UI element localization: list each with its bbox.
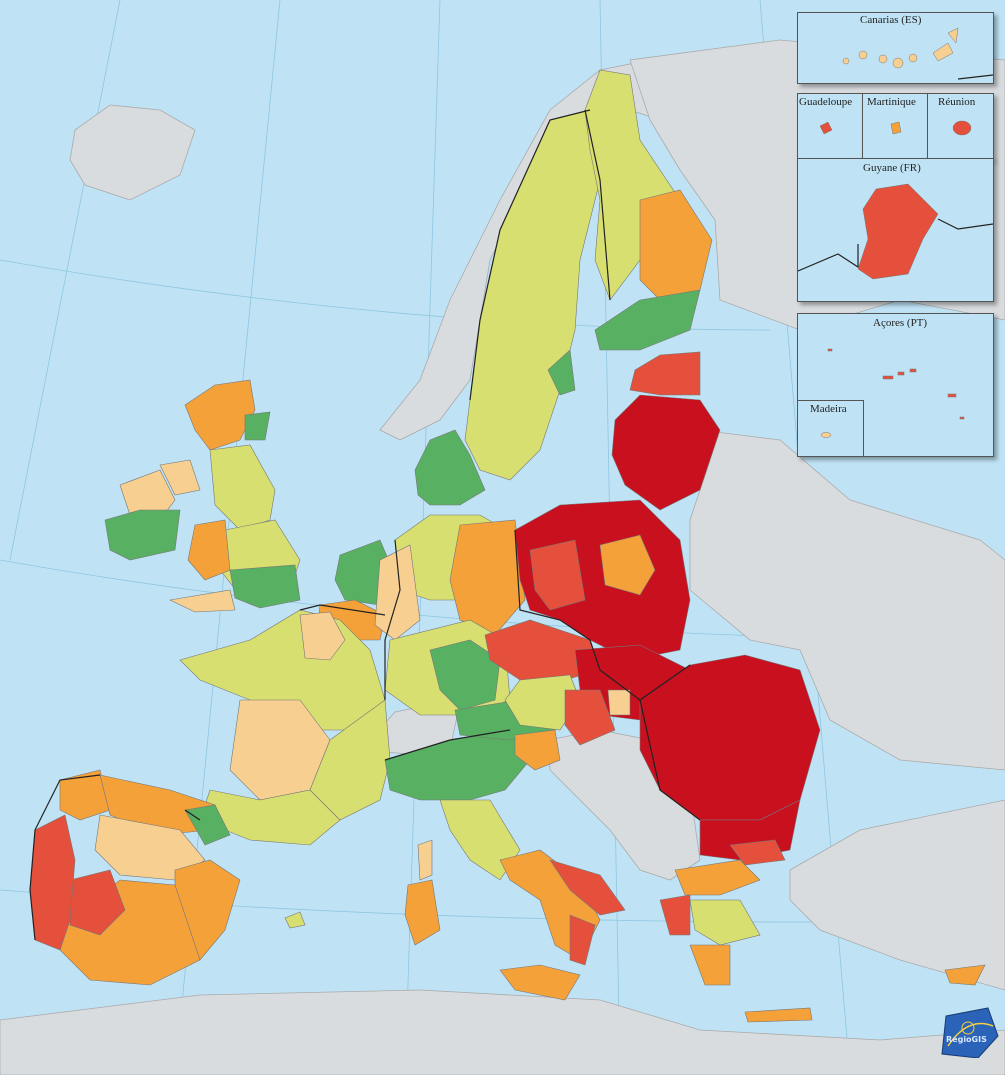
region-baltic: [611, 394, 721, 511]
turkey: [789, 799, 1005, 991]
region-spain-catalonia: [184, 804, 231, 846]
region-budapest: [607, 689, 631, 716]
region-calabria: [569, 914, 596, 966]
region-bulgaria-south: [729, 839, 786, 866]
region-cyprus: [944, 964, 986, 986]
regiogis-logo: [941, 1007, 999, 1058]
inset-label-guyane: Guyane (FR): [863, 162, 921, 174]
region-sardinia: [404, 879, 441, 946]
region-germany-bavaria: [429, 639, 501, 711]
region-denmark: [414, 429, 486, 506]
inset-label-acores: Açores (PT): [873, 317, 928, 329]
north-africa: [0, 989, 1005, 1075]
inset-guyane: Guyane (FR): [797, 158, 994, 302]
inset-guadeloupe: Guadeloupe: [797, 93, 864, 160]
iceland: [69, 104, 196, 201]
region-greece-centre: [689, 899, 761, 946]
inset-label-martinique: Martinique: [867, 96, 916, 108]
region-scotland-east: [244, 411, 271, 441]
region-england-north: [209, 444, 276, 531]
region-crete: [744, 1007, 813, 1023]
region-peloponnese: [689, 944, 731, 986]
logo-text: RegioGIS: [946, 1035, 987, 1044]
eu-regions: [29, 69, 986, 1023]
belarus-ukraine-east: [689, 429, 1005, 771]
region-greece-west: [659, 894, 691, 936]
region-england-south: [229, 564, 301, 609]
national-borders: [29, 109, 701, 941]
region-corsica: [417, 839, 433, 881]
region-cornwall: [169, 589, 236, 613]
region-ireland: [104, 509, 181, 561]
region-poland-west: [529, 539, 586, 611]
region-hungary-west: [564, 689, 616, 746]
region-finland-east: [639, 189, 713, 311]
region-slovenia-croatia: [514, 729, 561, 771]
inset-martinique: Martinique: [862, 93, 929, 160]
inset-label-madeira: Madeira: [810, 403, 847, 415]
inset-label-canarias: Canarias (ES): [860, 14, 922, 26]
inset-reunion: Réunion: [927, 93, 994, 160]
inset-label-guadeloupe: Guadeloupe: [799, 96, 853, 108]
region-northern-ireland: [159, 459, 201, 496]
inset-canarias: Canarias (ES): [797, 12, 994, 84]
region-italy-puglia: [549, 859, 626, 916]
region-germany-east: [449, 519, 526, 636]
switzerland: [371, 704, 459, 756]
inset-madeira: Madeira: [797, 400, 864, 457]
region-balearics: [284, 911, 306, 929]
region-sicily: [499, 964, 581, 1001]
region-estonia: [629, 351, 701, 396]
region-greece-north: [674, 859, 761, 896]
region-slovakia: [504, 674, 581, 731]
region-sweden-south: [547, 349, 576, 396]
region-finland-south: [594, 289, 701, 351]
region-galicia: [59, 769, 111, 821]
inset-label-reunion: Réunion: [938, 96, 976, 108]
region-wales: [187, 519, 231, 581]
region-scotland: [184, 379, 256, 451]
region-poland-warsaw: [599, 534, 656, 596]
region-france-paris: [299, 611, 346, 661]
